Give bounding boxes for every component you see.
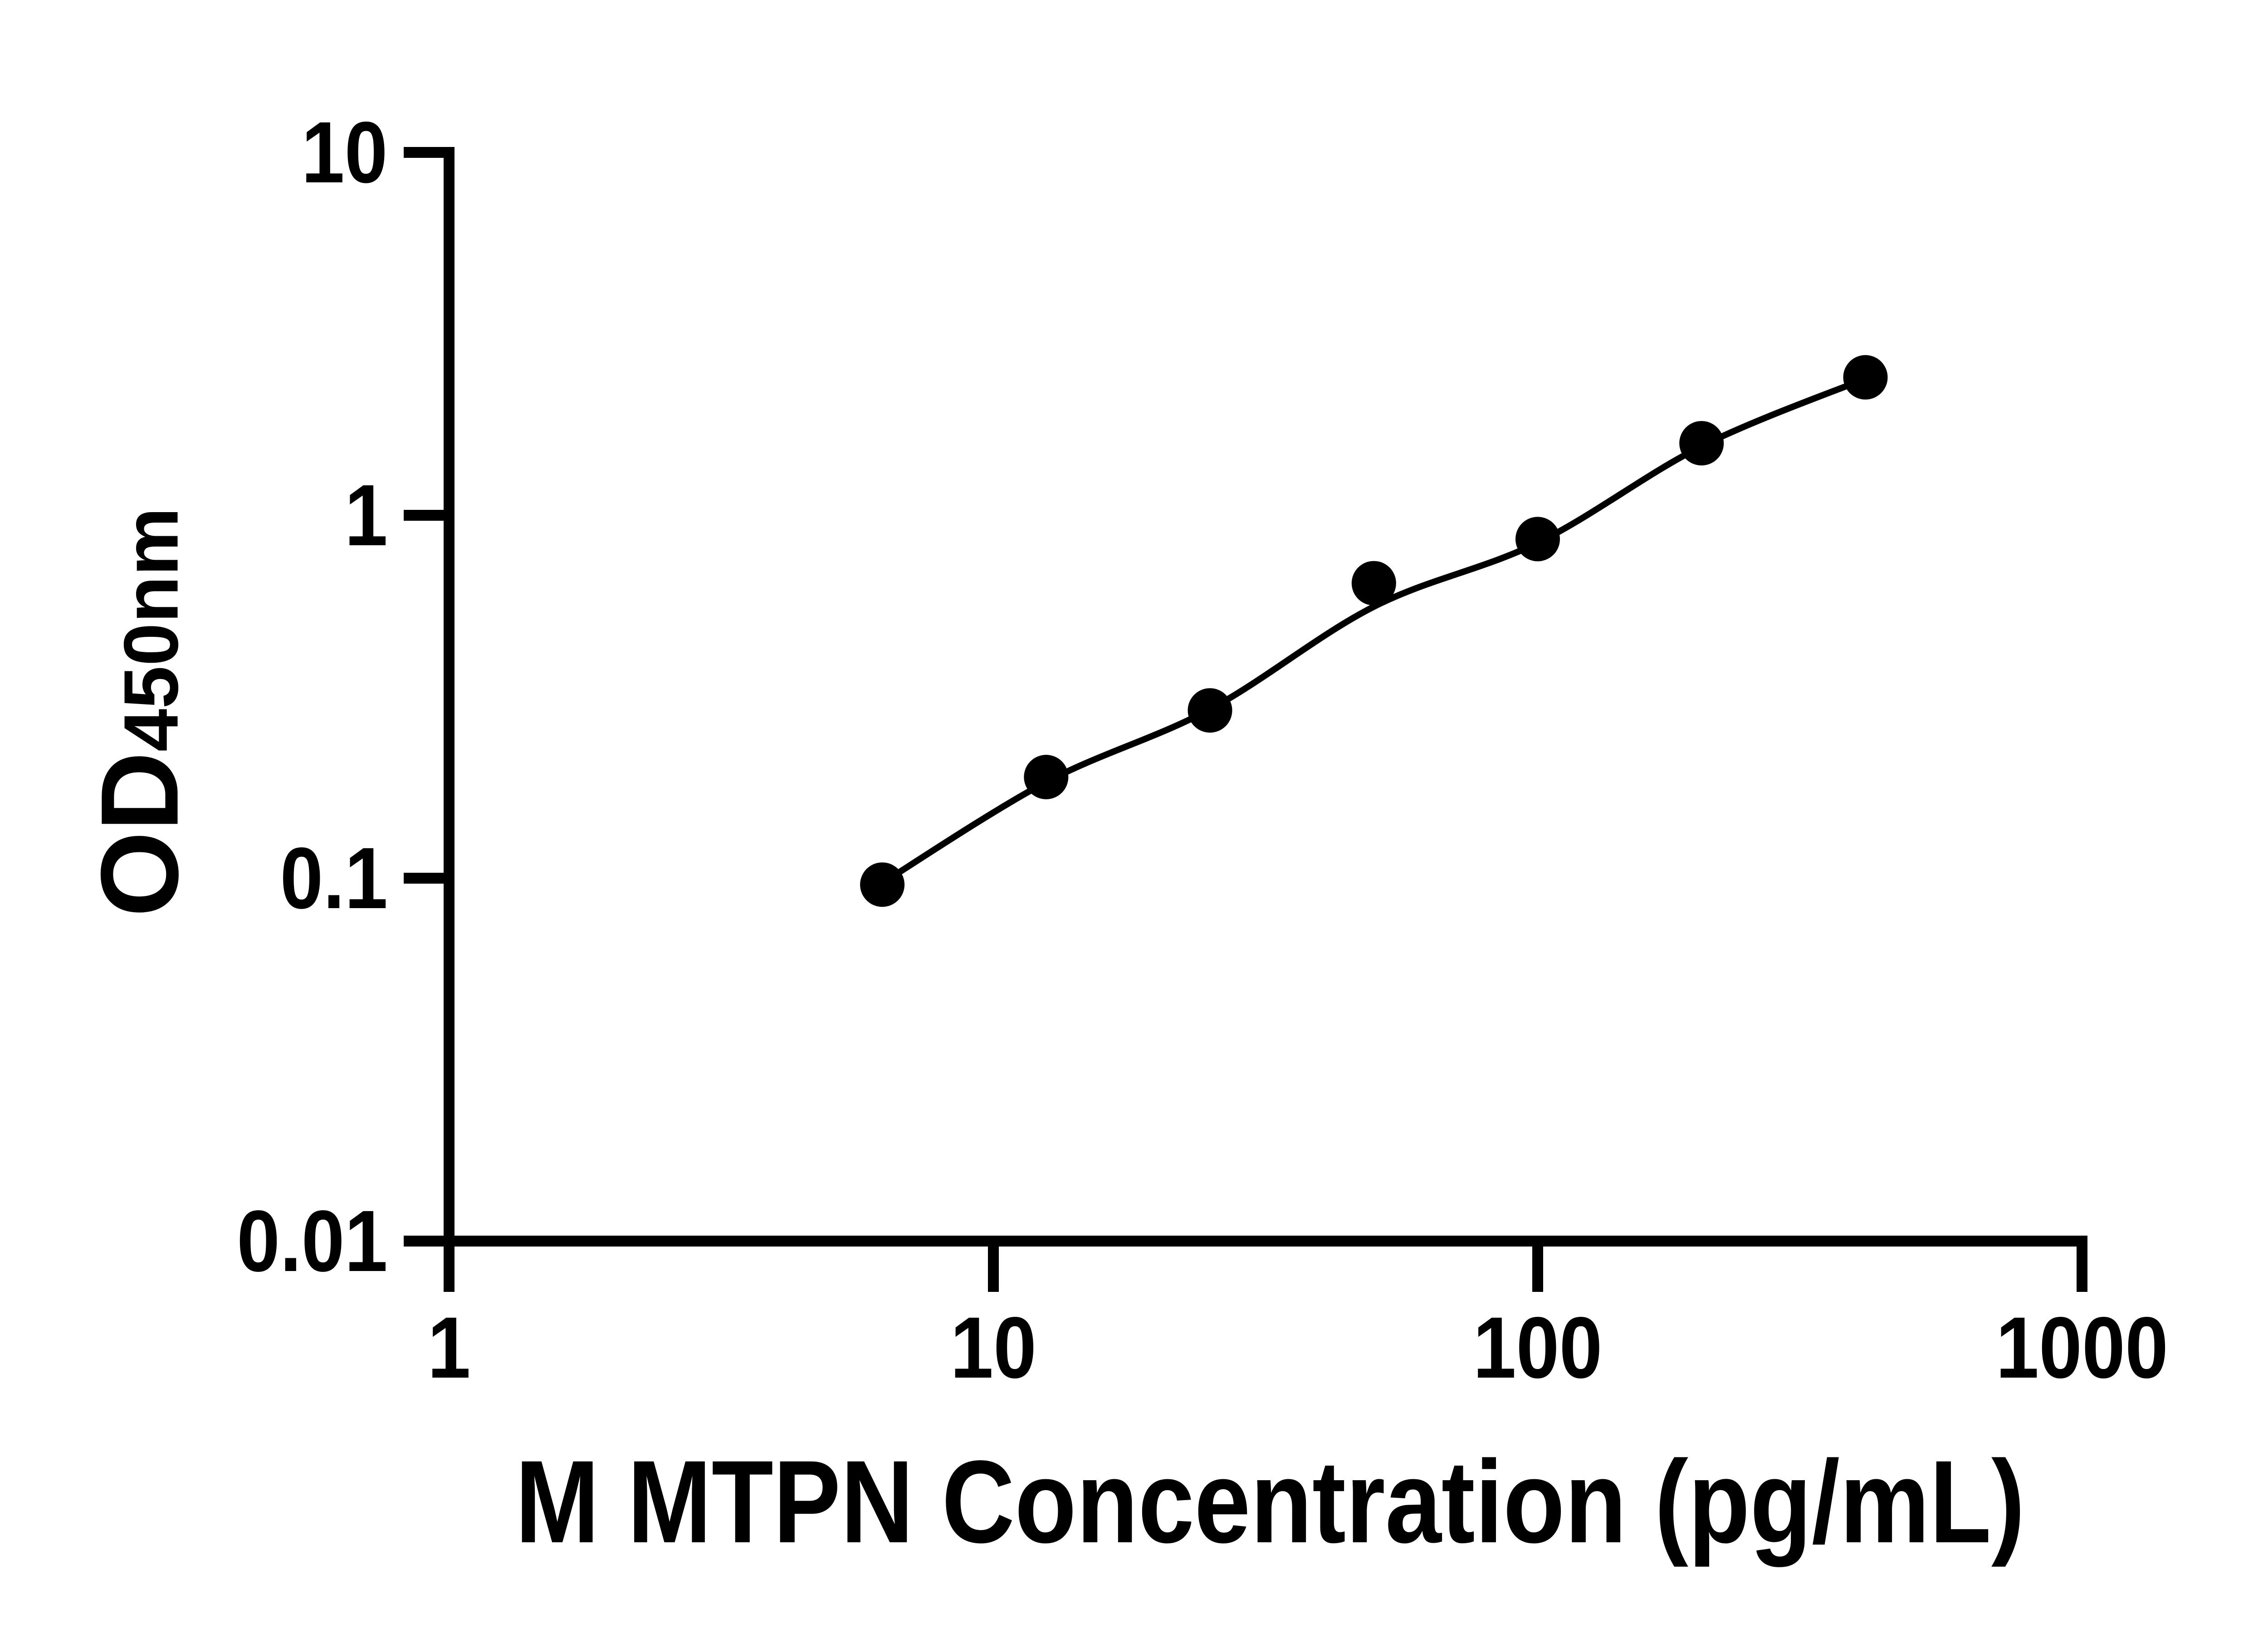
data-point-marker: [1679, 421, 1724, 466]
data-point-marker: [1351, 561, 1396, 606]
y-tick-label: 0.01: [237, 1192, 388, 1290]
y-axis-title: OD450nm: [78, 507, 201, 917]
y-tick-label: 0.1: [280, 829, 388, 927]
data-point-marker: [1188, 688, 1232, 733]
y-tick-label: 1: [344, 466, 388, 564]
y-tick-label: 10: [301, 103, 388, 201]
data-point-marker: [1843, 355, 1888, 400]
x-tick-label: 1000: [1995, 1299, 2169, 1396]
data-point-marker: [1515, 517, 1560, 562]
y-axis-title-subscript: 450nm: [108, 507, 195, 752]
axes-frame: [444, 152, 2087, 1247]
y-axis-title-main: OD: [78, 752, 201, 917]
data-point-marker: [860, 862, 905, 907]
x-axis-title: M MTPN Concentration (pg/mL): [515, 1436, 2025, 1567]
x-tick-label: 1: [427, 1299, 471, 1396]
x-tick-label: 10: [950, 1299, 1037, 1396]
x-tick-label: 100: [1473, 1299, 1603, 1396]
data-point-marker: [1024, 755, 1069, 799]
